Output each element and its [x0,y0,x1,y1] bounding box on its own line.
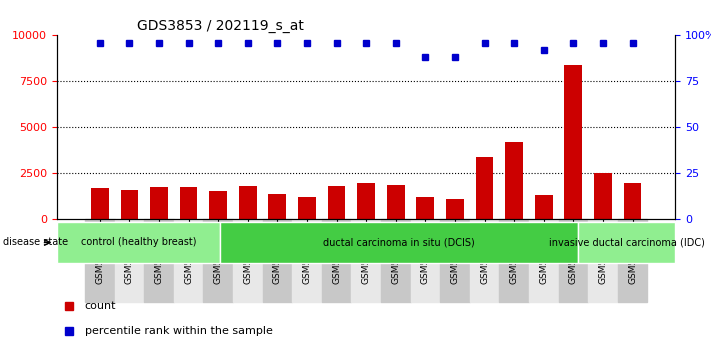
Bar [417,198,434,219]
Bar [85,219,114,302]
Bar [262,219,292,302]
Bar [381,219,410,302]
Bar [298,198,316,219]
Bar [624,183,641,219]
Bar [410,219,440,302]
Bar [470,219,499,302]
Bar [269,194,287,219]
Bar [150,187,168,219]
Bar [440,219,470,302]
Bar [358,183,375,219]
Bar [292,219,322,302]
Text: percentile rank within the sample: percentile rank within the sample [85,326,272,336]
FancyBboxPatch shape [57,222,220,263]
Bar [120,190,138,219]
Bar [387,185,405,219]
Text: GDS3853 / 202119_s_at: GDS3853 / 202119_s_at [137,19,304,33]
Bar [351,219,381,302]
Bar [173,219,203,302]
FancyBboxPatch shape [220,222,578,263]
Bar [506,142,523,219]
Bar [328,186,346,219]
Bar [91,188,109,219]
Bar [144,219,173,302]
Bar [565,65,582,219]
Bar [476,157,493,219]
Text: disease state: disease state [4,238,68,247]
Text: count: count [85,301,116,310]
FancyBboxPatch shape [578,222,675,263]
Text: ductal carcinoma in situ (DCIS): ductal carcinoma in situ (DCIS) [323,238,475,247]
Text: invasive ductal carcinoma (IDC): invasive ductal carcinoma (IDC) [549,238,705,247]
Bar [446,199,464,219]
Text: control (healthy breast): control (healthy breast) [80,238,196,247]
Bar [535,195,552,219]
Bar [239,186,257,219]
Bar [529,219,559,302]
Bar [233,219,262,302]
Bar [203,219,233,302]
Bar [588,219,618,302]
Bar [209,191,227,219]
Bar [114,219,144,302]
Bar [618,219,647,302]
Bar [559,219,588,302]
Bar [499,219,529,302]
Bar [594,173,612,219]
Bar [322,219,351,302]
Bar [180,187,198,219]
